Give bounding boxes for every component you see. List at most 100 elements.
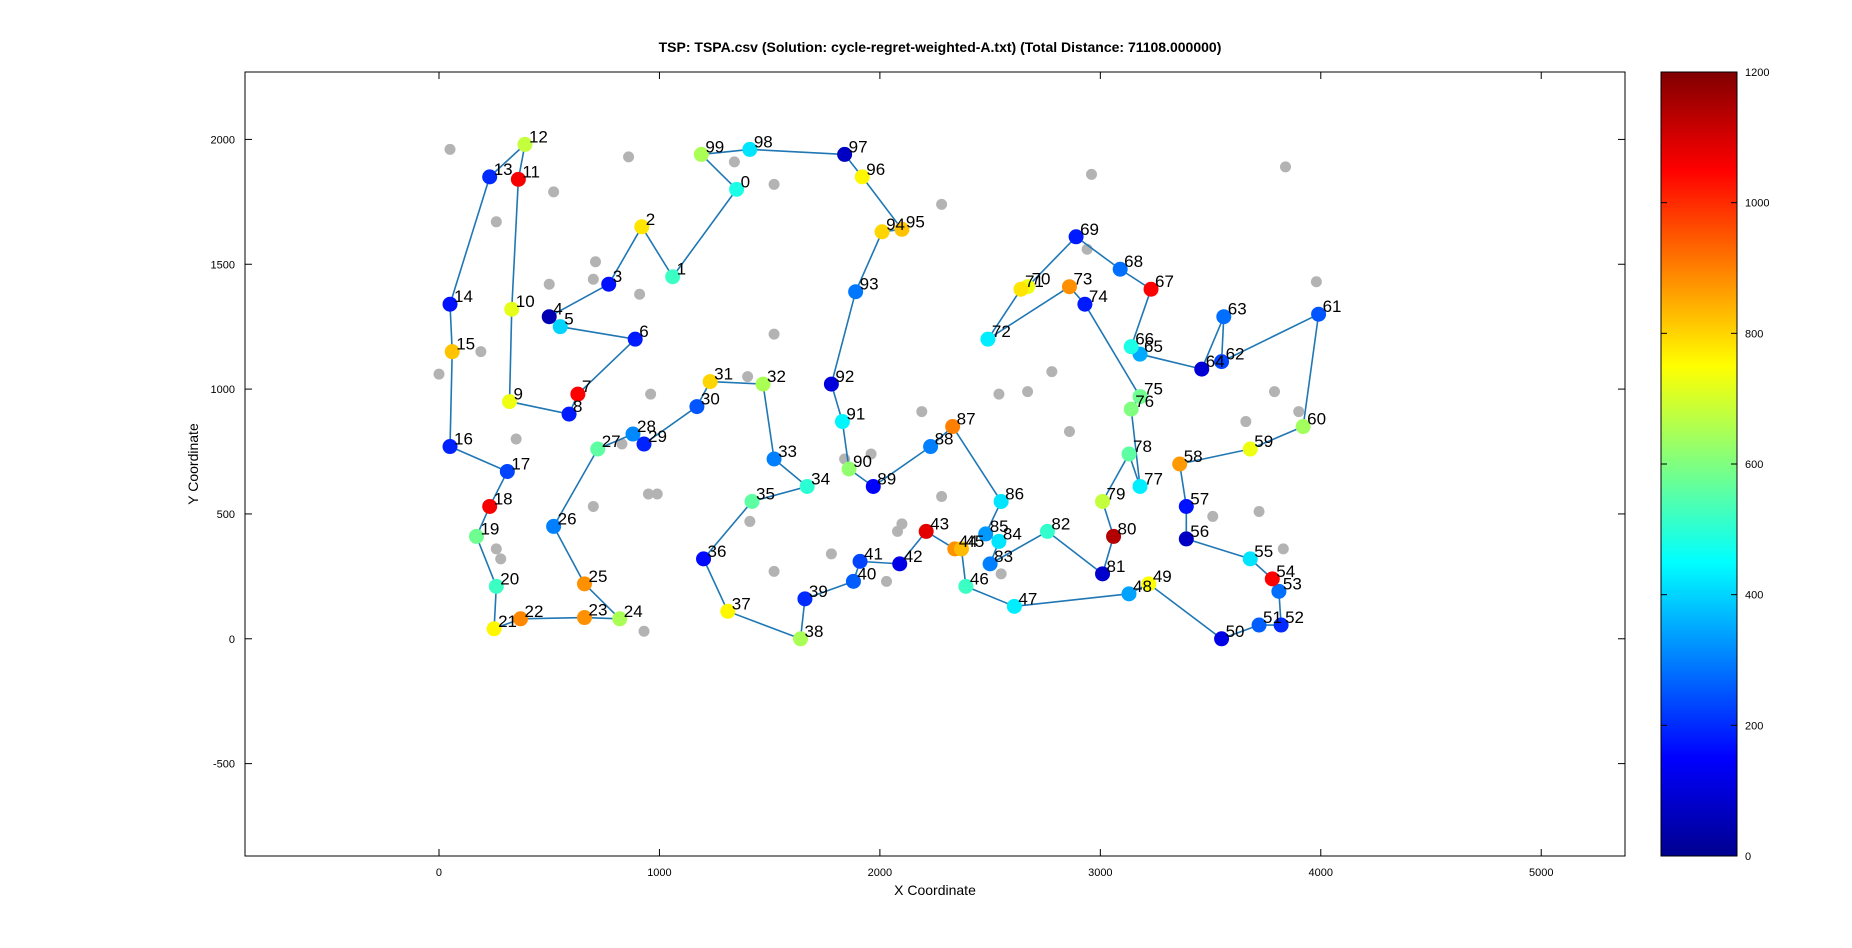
node-label: 17 xyxy=(511,454,530,473)
node-label: 52 xyxy=(1285,608,1304,627)
selected-node xyxy=(1123,401,1139,417)
node-label: 59 xyxy=(1254,432,1273,451)
node-label: 86 xyxy=(1005,484,1024,503)
node-label: 46 xyxy=(970,569,989,588)
node-label: 73 xyxy=(1073,270,1092,289)
selected-node xyxy=(625,426,641,442)
selected-node xyxy=(755,376,771,392)
colorbar-tick-label: 1000 xyxy=(1745,198,1769,210)
node-label: 0 xyxy=(741,172,750,191)
selected-node xyxy=(1242,441,1258,457)
selected-node xyxy=(744,493,760,509)
cycle-edge xyxy=(1148,583,1223,640)
unselected-node xyxy=(1022,386,1034,398)
selected-node xyxy=(1194,361,1210,377)
node-label: 36 xyxy=(708,542,727,561)
selected-node xyxy=(923,439,939,455)
selected-node xyxy=(720,603,736,619)
unselected-node xyxy=(936,490,948,502)
unselected-node xyxy=(623,151,635,163)
node-label: 57 xyxy=(1190,489,1209,508)
selected-node xyxy=(636,436,652,452)
node-label: 64 xyxy=(1206,352,1225,371)
node-label: 34 xyxy=(811,469,830,488)
cycle-edge xyxy=(1101,453,1130,502)
selected-node xyxy=(1242,551,1258,567)
selected-node xyxy=(541,309,557,325)
selected-node xyxy=(865,478,881,494)
unselected-node xyxy=(1277,543,1289,555)
cycle-edge xyxy=(1179,448,1251,465)
selected-node xyxy=(1251,617,1267,633)
node-label: 51 xyxy=(1263,608,1282,627)
cycle-edge xyxy=(989,530,1048,565)
unselected-node xyxy=(1268,386,1280,398)
selected-node xyxy=(1039,523,1055,539)
cycle-edge xyxy=(449,304,454,352)
selected-node xyxy=(1112,261,1128,277)
cycle-edge xyxy=(1130,288,1152,347)
selected-node xyxy=(1095,566,1111,582)
cycle-edge xyxy=(751,485,808,503)
unselected-node xyxy=(768,565,780,577)
node-label: 43 xyxy=(930,514,949,533)
selected-node xyxy=(1143,281,1159,297)
selected-node xyxy=(1006,598,1022,614)
unselected-node xyxy=(548,186,560,198)
node-label: 97 xyxy=(849,137,868,156)
cycle-edge xyxy=(1027,236,1077,288)
node-label: 12 xyxy=(529,127,548,146)
cycle-edge xyxy=(1139,353,1202,370)
x-tick-label: 4000 xyxy=(1309,867,1333,879)
cycle-edge xyxy=(701,148,750,156)
node-label: 25 xyxy=(588,567,607,586)
selected-node xyxy=(665,269,681,285)
node-label: 80 xyxy=(1118,519,1137,538)
node-label: 82 xyxy=(1051,514,1070,533)
selected-node xyxy=(797,591,813,607)
x-tick-label: 5000 xyxy=(1529,867,1553,879)
node-label: 76 xyxy=(1135,392,1154,411)
selected-node xyxy=(1216,309,1232,325)
node-label: 32 xyxy=(767,367,786,386)
unselected-node xyxy=(1063,426,1075,438)
colorbar-tick-label: 0 xyxy=(1745,851,1751,863)
node-label: 49 xyxy=(1153,567,1172,586)
node-label: 99 xyxy=(705,137,724,156)
node-label: 60 xyxy=(1307,410,1326,429)
colorbar-tick-label: 1200 xyxy=(1745,67,1769,79)
selected-node xyxy=(504,301,520,317)
node-label: 48 xyxy=(1133,577,1152,596)
y-axis-label: Y Coordinate xyxy=(185,423,201,505)
x-tick-label: 0 xyxy=(436,867,442,879)
selected-node xyxy=(793,631,809,647)
node-label: 67 xyxy=(1155,272,1174,291)
cycle-edge xyxy=(449,176,491,305)
unselected-node xyxy=(1280,161,1292,173)
node-label: 62 xyxy=(1226,345,1245,364)
node-label: 93 xyxy=(860,275,879,294)
unselected-node xyxy=(1253,505,1265,517)
cycle-edge xyxy=(1084,303,1141,397)
cycle-edge xyxy=(1221,313,1319,363)
selected-node xyxy=(1178,498,1194,514)
selected-node xyxy=(1311,306,1327,322)
node-label: 13 xyxy=(494,160,513,179)
node-label: 81 xyxy=(1107,557,1126,576)
unselected-node xyxy=(881,575,893,587)
node-label: 6 xyxy=(639,322,648,341)
selected-node xyxy=(517,136,533,152)
plot-frame xyxy=(244,71,1626,857)
selected-node xyxy=(945,419,961,435)
node-label: 31 xyxy=(714,365,733,384)
cycle-edge xyxy=(449,445,508,473)
selected-node xyxy=(1068,229,1084,245)
selected-node xyxy=(1214,354,1230,370)
y-tick-label: 1000 xyxy=(211,384,235,396)
node-label: 8 xyxy=(573,397,582,416)
selected-node xyxy=(892,556,908,572)
selected-node xyxy=(991,533,1007,549)
unselected-node xyxy=(543,278,555,290)
